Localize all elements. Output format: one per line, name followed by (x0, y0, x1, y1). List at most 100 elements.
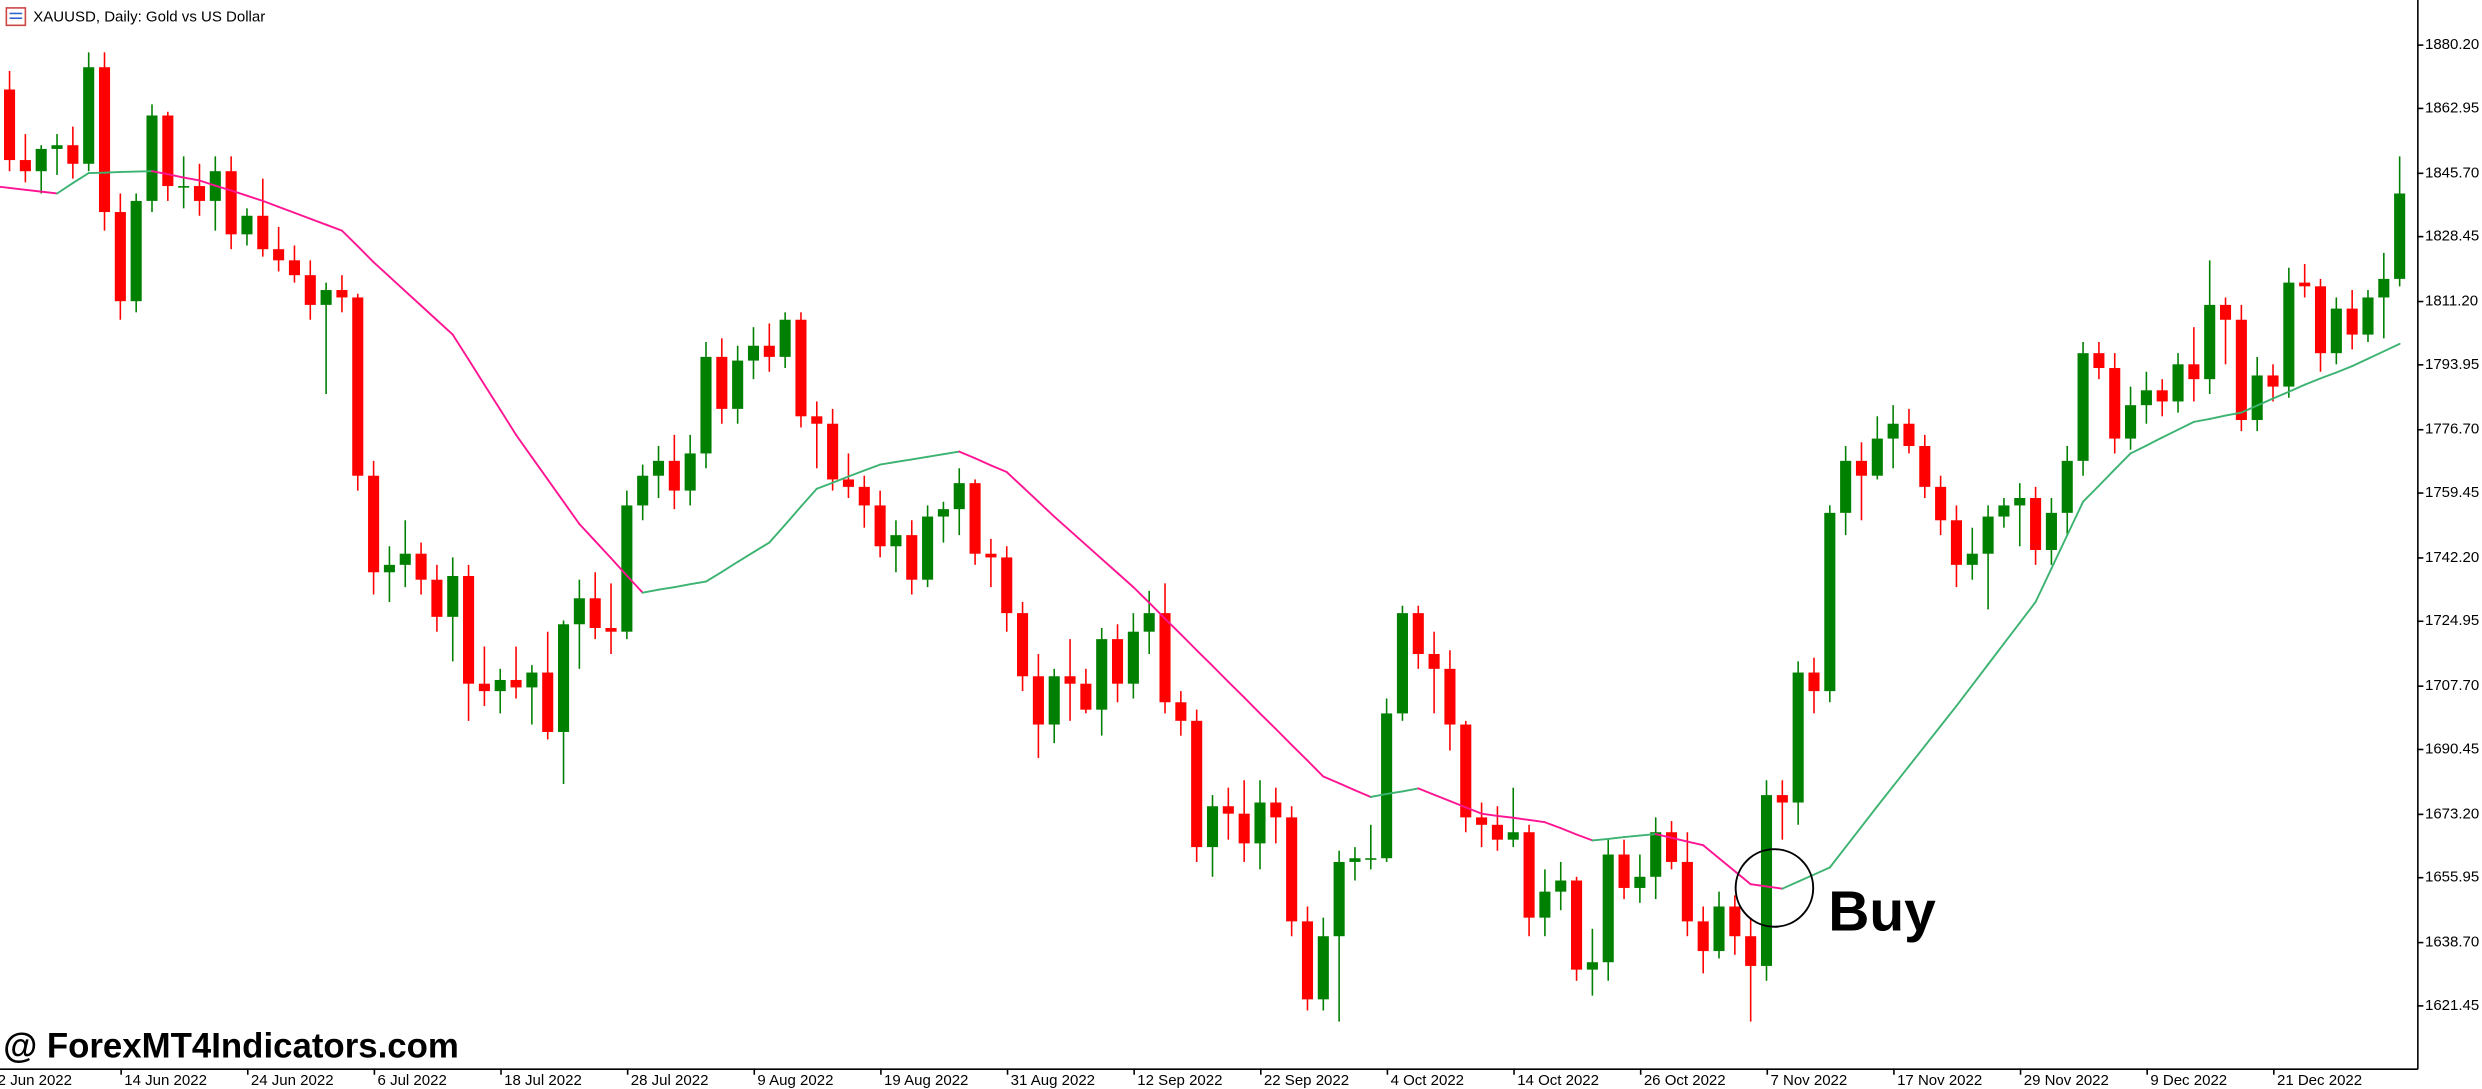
candle-body (1618, 854, 1630, 888)
moving-average-segment (1005, 471, 1024, 488)
candle-body (336, 290, 348, 298)
moving-average-segment (1860, 805, 1879, 828)
candle-body (1048, 676, 1060, 725)
moving-average-segment (926, 453, 945, 458)
moving-average-segment (1670, 836, 1689, 843)
candle-body (1381, 713, 1393, 859)
moving-average-segment (230, 189, 248, 197)
moving-average-segment (2082, 484, 2100, 503)
candle-body (1270, 802, 1282, 818)
moving-average-segment (1322, 775, 1341, 785)
x-tick-label: 2 Jun 2022 (0, 1072, 72, 1089)
candle-body (1919, 446, 1931, 487)
moving-average-segment (420, 304, 438, 322)
candle-body (1697, 921, 1709, 952)
moving-average-segment (1749, 883, 1768, 888)
candle-body (2188, 364, 2200, 380)
moving-average-segment (2192, 417, 2211, 423)
candle-body (1032, 676, 1044, 725)
moving-average-segment (1338, 782, 1356, 792)
moving-average-segment (1148, 601, 1166, 620)
x-tick-label: 31 Aug 2022 (1011, 1072, 1095, 1089)
candle-body (2014, 498, 2026, 506)
candle-body (589, 598, 601, 628)
moving-average-segment (356, 245, 375, 264)
candle-body (621, 505, 633, 632)
moving-average-segment (1401, 787, 1420, 793)
candle-body (1412, 613, 1424, 654)
moving-average-segment (815, 481, 834, 490)
x-tick-label: 7 Nov 2022 (1770, 1072, 1847, 1089)
candle-body (1998, 505, 2010, 517)
candle-body (2156, 390, 2168, 402)
candle-body (1840, 460, 1852, 513)
moving-average-segment (1923, 725, 1942, 748)
candle-body (1064, 676, 1076, 684)
icon-frame (5, 7, 27, 27)
moving-average-segment (1069, 529, 1087, 546)
moving-average-segment (325, 223, 343, 232)
moving-average-segment (1559, 827, 1578, 836)
x-tick-label: 22 Sep 2022 (1264, 1072, 1349, 1089)
candle-body (1349, 858, 1361, 862)
moving-average-segment (784, 505, 802, 526)
candle-body (1776, 795, 1788, 803)
x-tick-label: 29 Nov 2022 (2024, 1072, 2109, 1089)
moving-average-segment (752, 541, 771, 554)
moving-average-segment (1243, 696, 1261, 715)
candle-body (906, 535, 918, 580)
x-tick-label: 18 Jul 2022 (504, 1072, 582, 1089)
moving-average-segment (1164, 617, 1182, 636)
candle-body (1665, 832, 1678, 862)
candle-body (2362, 297, 2374, 335)
moving-average-segment (910, 455, 929, 461)
moving-average-segment (1053, 515, 1072, 532)
candle-body (937, 509, 949, 517)
candle-body (779, 319, 791, 357)
y-tick-label: 1793.95 (2425, 356, 2479, 373)
moving-average-segment (40, 190, 58, 195)
moving-average-segment (2224, 411, 2243, 417)
moving-average-segment (2303, 377, 2322, 386)
candle-body (1365, 858, 1377, 860)
candle-body (1713, 906, 1725, 952)
x-tick-label: 6 Jul 2022 (378, 1072, 447, 1089)
moving-average-segment (1369, 793, 1388, 798)
moving-average-segment (1987, 642, 2005, 666)
candle-body (637, 475, 649, 506)
candle-body (1333, 861, 1345, 937)
moving-average-segment (1939, 705, 1958, 727)
moving-average-segment (1448, 800, 1467, 809)
moving-average-segment (1654, 833, 1673, 839)
moving-average-segment (1575, 833, 1594, 842)
x-tick-label: 14 Oct 2022 (1517, 1072, 1599, 1089)
moving-average-segment (847, 469, 866, 478)
candle-body (19, 160, 31, 172)
candle-body (1096, 639, 1108, 710)
candle-body (1681, 861, 1693, 922)
candle-body (178, 186, 190, 188)
moving-average-segment (1037, 500, 1056, 518)
candle-body (1222, 806, 1234, 814)
candle-body (1175, 702, 1187, 721)
moving-average-segment (8, 186, 27, 191)
candle-body (1824, 512, 1836, 692)
candle-body (241, 215, 253, 235)
moving-average-segment (103, 170, 122, 174)
y-tick-label: 1707.70 (2425, 677, 2479, 694)
candle-body (542, 672, 554, 732)
moving-average-segment (1591, 837, 1610, 842)
moving-average-segment (2050, 534, 2069, 570)
candle-body (953, 483, 965, 510)
moving-average-segment (2034, 567, 2053, 603)
moving-average-segment (2097, 468, 2116, 487)
candle-body (827, 423, 839, 480)
candle-body (431, 579, 443, 617)
candle-body (383, 564, 395, 573)
candle-body (890, 535, 902, 547)
candle-body (1017, 613, 1029, 677)
moving-average-segment (2335, 365, 2354, 374)
moving-average-segment (166, 173, 185, 179)
moving-average-segment (800, 487, 818, 508)
